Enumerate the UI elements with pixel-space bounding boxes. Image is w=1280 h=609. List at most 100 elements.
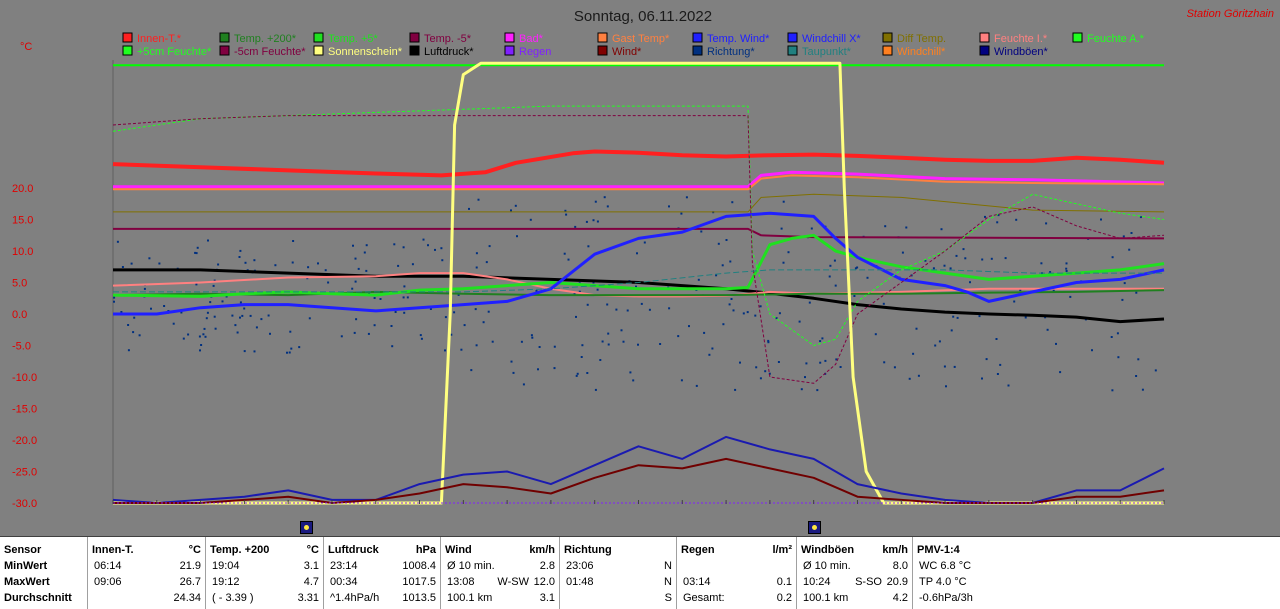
stat-column-header: Temp. +200 °C	[210, 543, 319, 558]
series-line	[113, 269, 1164, 293]
direction-point	[553, 367, 556, 370]
y-tick-label: -20.0	[12, 435, 37, 447]
direction-point	[586, 372, 589, 374]
stat-column: Richtung 23:06 N 01:48 N S	[560, 537, 677, 609]
direction-point	[804, 376, 806, 379]
direction-point	[485, 261, 488, 264]
direction-point	[269, 332, 271, 335]
direction-point	[113, 300, 115, 303]
stat-row-label: WC 6.8 °C	[919, 560, 972, 572]
stat-row: 19:12 4.7	[210, 575, 319, 590]
stat-header-unit: °C	[188, 544, 201, 556]
legend-label: Temp. -5*	[424, 33, 472, 45]
direction-point	[198, 335, 201, 338]
direction-point	[685, 196, 688, 199]
stat-row: 100.1 km 3.1	[445, 591, 555, 606]
direction-point	[754, 314, 757, 317]
direction-point	[1154, 369, 1157, 372]
direction-point	[172, 322, 175, 325]
direction-point	[217, 263, 220, 266]
stat-header-label: Windböen	[801, 544, 855, 556]
direction-point	[450, 333, 453, 336]
direction-point	[214, 327, 217, 330]
legend-swatch	[504, 32, 515, 43]
direction-point	[728, 303, 731, 306]
direction-point	[800, 388, 803, 391]
stat-row-label: 19:12	[212, 576, 240, 588]
sunrise-icon	[300, 521, 313, 534]
stat-row-label: Ø 10 min.	[447, 560, 495, 572]
legend-item: +5cm Feuchte*	[122, 45, 212, 58]
direction-point	[244, 261, 247, 264]
stat-row: Ø 10 min. 2.8	[445, 559, 555, 574]
legend-item: Taupunkt*	[787, 45, 852, 58]
stat-row-label: 13:08	[447, 576, 475, 588]
y-tick-label: -10.0	[12, 372, 37, 384]
legend-label: -5cm Feuchte*	[234, 46, 306, 58]
legend-item: Richtung*	[692, 45, 755, 58]
direction-point	[391, 345, 394, 348]
direction-point	[1130, 232, 1133, 234]
direction-point	[833, 259, 836, 262]
stat-column: Temp. +200 °C 19:04 3.1 19:12 4.7 ( - 3.39 ) 3.…	[206, 537, 324, 609]
direction-point	[1111, 256, 1114, 259]
direction-point	[587, 245, 590, 248]
legend-swatch	[692, 45, 703, 56]
direction-point	[1135, 291, 1138, 294]
y-unit-label: °C	[20, 41, 32, 53]
direction-point	[1019, 289, 1022, 292]
series-line	[112, 435, 1165, 504]
stat-row: 03:14 0.1	[681, 575, 792, 590]
direction-point	[981, 377, 983, 380]
direction-point	[563, 252, 566, 255]
direction-point	[787, 251, 790, 254]
direction-point	[1015, 218, 1018, 221]
stat-row: MaxWert	[4, 575, 83, 590]
legend-swatch	[409, 45, 420, 56]
stat-row-value: 1017.5	[402, 576, 436, 588]
stat-row: 24.34	[92, 591, 201, 606]
direction-point	[402, 296, 405, 299]
direction-point	[402, 246, 405, 249]
stat-row-label: 23:14	[330, 560, 358, 572]
direction-point	[917, 374, 920, 377]
stat-header-label: Innen-T.	[92, 544, 134, 556]
y-tick-label: 0.0	[12, 309, 27, 321]
direction-point	[163, 305, 166, 307]
series-line	[113, 457, 1165, 504]
direction-point	[340, 335, 343, 338]
direction-point	[187, 333, 190, 336]
direction-point	[138, 334, 141, 337]
direction-point	[1141, 388, 1144, 391]
direction-point	[127, 349, 130, 352]
direction-point	[901, 251, 904, 254]
y-axis: 20.0 15.0 10.0 5.0 0.0 -5.0 -10.0 -15.0 -20.0 -25…	[12, 183, 37, 510]
direction-point	[194, 251, 197, 254]
direction-point	[620, 329, 623, 332]
direction-point	[243, 307, 246, 310]
direction-point	[195, 252, 198, 255]
direction-point	[810, 227, 813, 230]
legend-swatch	[409, 32, 420, 43]
stat-column: Wind km/h Ø 10 min. 2.8 13:08 W-SW 12.0 100.1 k…	[441, 537, 560, 609]
direction-point	[1137, 358, 1140, 361]
direction-point	[249, 314, 252, 317]
direction-point	[732, 309, 735, 312]
direction-point	[856, 266, 859, 269]
legend-swatch	[313, 32, 324, 43]
series-line	[113, 193, 1165, 213]
direction-point	[1100, 218, 1102, 221]
direction-point	[576, 372, 579, 375]
legend-swatch	[122, 45, 133, 56]
direction-point	[202, 333, 205, 336]
stat-row: 19:04 3.1	[210, 559, 319, 574]
direction-point	[636, 252, 638, 255]
stat-row: 23:06 N	[564, 559, 672, 574]
direction-point	[729, 260, 732, 263]
stat-row-value: 12.0	[533, 576, 555, 588]
direction-point	[721, 264, 724, 267]
stat-row-label: 00:34	[330, 576, 358, 588]
direction-point	[209, 301, 212, 304]
direction-point	[429, 308, 432, 310]
direction-point	[522, 383, 525, 386]
